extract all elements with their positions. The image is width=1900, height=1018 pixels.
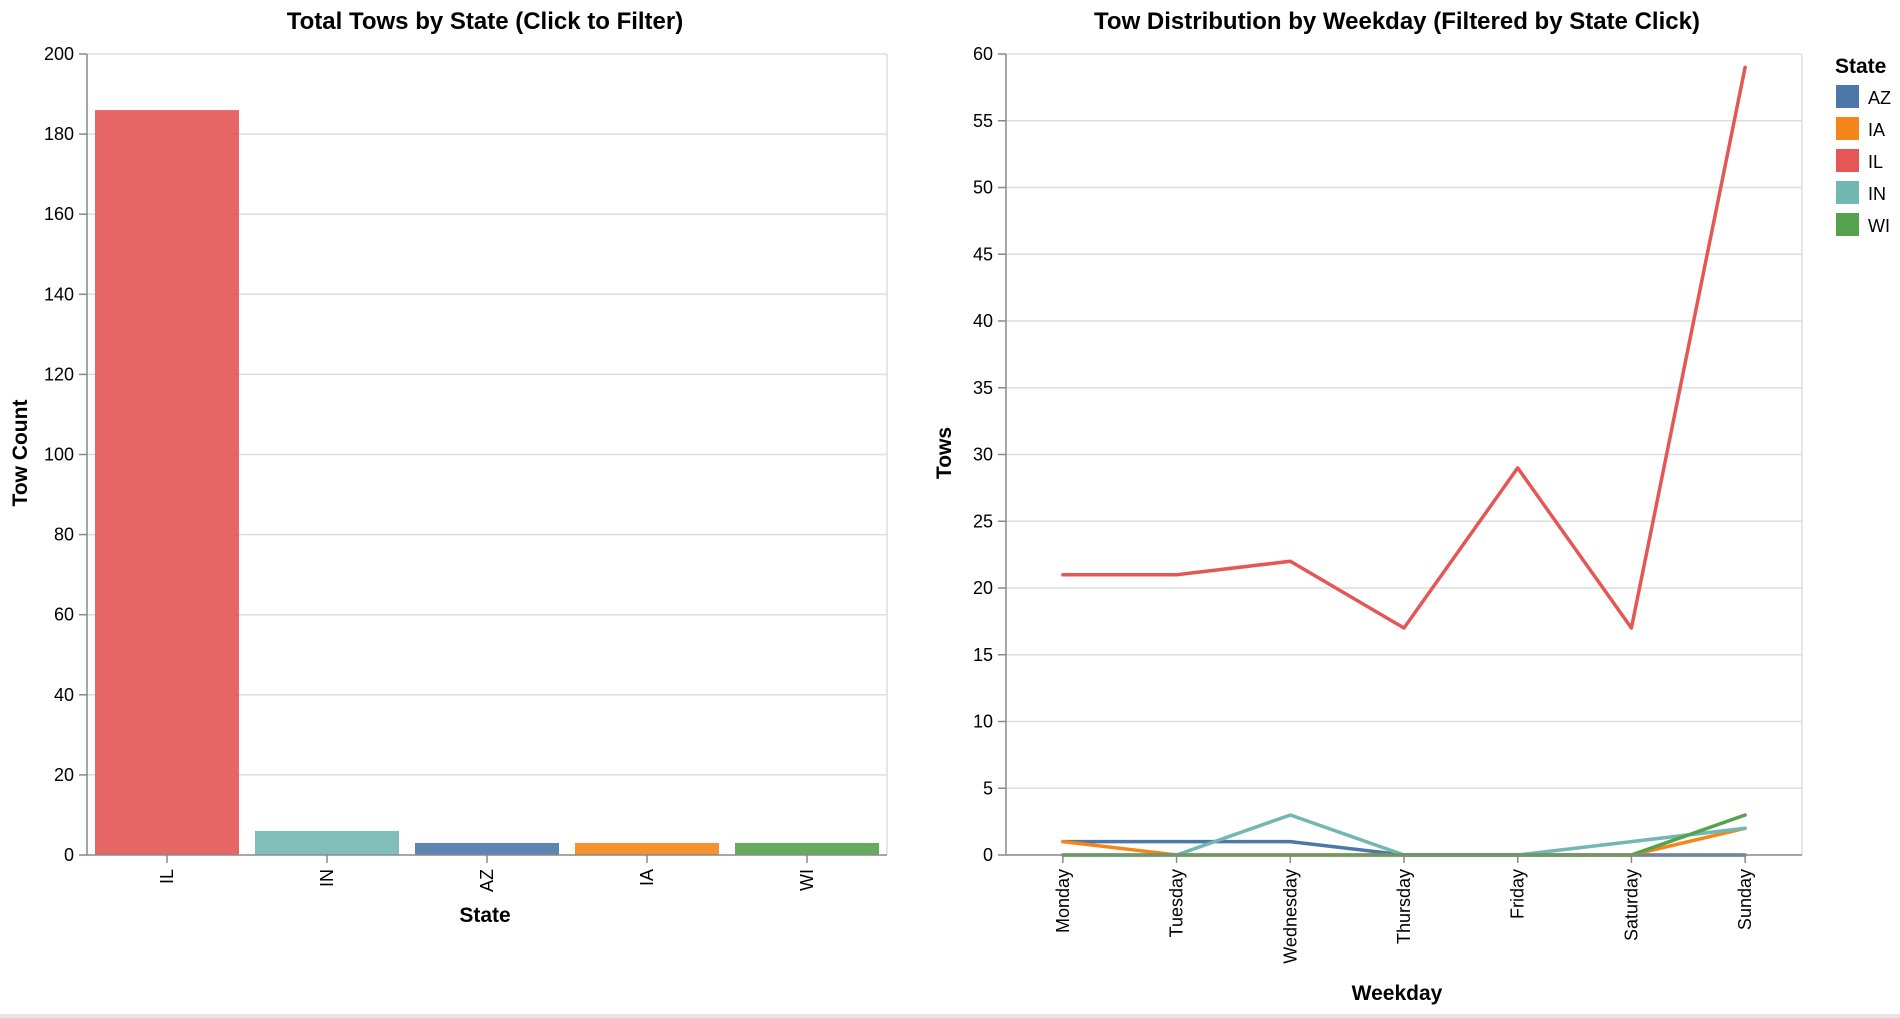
bar-y-tick-label: 0	[64, 845, 74, 865]
line-y-tick-label: 50	[973, 178, 993, 198]
bar-y-tick-label: 80	[54, 525, 74, 545]
bar-x-tick-label: IA	[637, 869, 657, 886]
bar-chart-y-axis: 0 20 40 60 80 100 120 140 160 180 200	[44, 44, 87, 865]
bar-y-tick-label: 160	[44, 204, 74, 224]
line-y-tick-label: 5	[983, 778, 993, 798]
line-x-tick-label: Wednesday	[1280, 869, 1300, 964]
legend-label: IN	[1868, 184, 1886, 204]
line-y-tick-label: 15	[973, 645, 993, 665]
line-x-tick-label: Sunday	[1735, 869, 1755, 930]
line-y-tick-label: 45	[973, 244, 993, 264]
line-chart-grid	[1006, 54, 1802, 855]
bar-il[interactable]	[95, 110, 239, 855]
line-y-tick-label: 35	[973, 378, 993, 398]
legend-title: State	[1835, 55, 1886, 78]
line-chart-series[interactable]	[1063, 67, 1745, 855]
line-chart-title: Tow Distribution by Weekday (Filtered by…	[1094, 8, 1700, 35]
line-y-tick-label: 25	[973, 511, 993, 531]
legend-item-in[interactable]: IN	[1836, 181, 1886, 204]
line-y-tick-label: 40	[973, 311, 993, 331]
line-chart-x-axis-title: Weekday	[1352, 982, 1443, 1005]
line-chart-y-axis: 0 5 10 15 20 25 30 35 40 45 50 55 60	[973, 44, 1006, 865]
line-y-tick-label: 10	[973, 712, 993, 732]
bar-chart-bars[interactable]	[95, 110, 879, 855]
bar-ia[interactable]	[575, 843, 719, 855]
line-x-tick-label: Tuesday	[1167, 869, 1187, 937]
bar-chart-x-axis: IL IN AZ IA WI	[87, 855, 887, 892]
series-line-il[interactable]	[1063, 67, 1745, 628]
bar-wi[interactable]	[735, 843, 879, 855]
bar-y-tick-label: 200	[44, 44, 74, 64]
bar-y-tick-label: 180	[44, 124, 74, 144]
legend-label: WI	[1868, 216, 1890, 236]
bar-az[interactable]	[415, 843, 559, 855]
bar-x-tick-label: WI	[797, 869, 817, 891]
legend-items[interactable]: AZ IA IL IN WI	[1836, 85, 1891, 236]
series-line-in[interactable]	[1063, 815, 1745, 855]
bottom-scrollbar-track	[0, 1014, 1900, 1018]
bar-y-tick-label: 60	[54, 605, 74, 625]
line-x-tick-label: Friday	[1508, 869, 1528, 919]
bar-chart-title: Total Tows by State (Click to Filter)	[287, 8, 683, 35]
bar-y-tick-label: 40	[54, 685, 74, 705]
legend-label: AZ	[1868, 88, 1891, 108]
bar-chart[interactable]: Total Tows by State (Click to Filter) 0 2…	[9, 8, 887, 927]
bar-chart-y-axis-title: Tow Count	[9, 400, 32, 507]
line-chart[interactable]: Tow Distribution by Weekday (Filtered by…	[933, 8, 1802, 1005]
line-chart-x-axis: Monday Tuesday Wednesday Thursday Friday Satu…	[1006, 855, 1802, 964]
legend-swatch	[1836, 149, 1859, 172]
bar-y-tick-label: 120	[44, 364, 74, 384]
bar-x-tick-label: AZ	[477, 869, 497, 892]
legend-swatch	[1836, 181, 1859, 204]
line-y-tick-label: 0	[983, 845, 993, 865]
line-y-tick-label: 30	[973, 445, 993, 465]
line-chart-y-axis-title: Tows	[933, 427, 956, 479]
legend-swatch	[1836, 213, 1859, 236]
bar-chart-x-axis-title: State	[459, 904, 510, 927]
line-x-tick-label: Saturday	[1621, 869, 1641, 941]
bar-x-tick-label: IL	[157, 869, 177, 884]
legend-item-ia[interactable]: IA	[1836, 117, 1885, 140]
line-y-tick-label: 55	[973, 111, 993, 131]
legend-item-wi[interactable]: WI	[1836, 213, 1890, 236]
bar-y-tick-label: 20	[54, 765, 74, 785]
series-line-wi[interactable]	[1063, 815, 1745, 855]
line-x-tick-label: Thursday	[1394, 869, 1414, 944]
bar-in[interactable]	[255, 831, 399, 855]
bar-y-tick-label: 100	[44, 445, 74, 465]
legend-label: IL	[1868, 152, 1883, 172]
bar-x-tick-label: IN	[317, 869, 337, 887]
legend-swatch	[1836, 85, 1859, 108]
legend-item-il[interactable]: IL	[1836, 149, 1883, 172]
legend-item-az[interactable]: AZ	[1836, 85, 1891, 108]
line-x-tick-label: Monday	[1053, 869, 1073, 933]
legend-swatch	[1836, 117, 1859, 140]
line-y-tick-label: 20	[973, 578, 993, 598]
legend-label: IA	[1868, 120, 1885, 140]
bar-y-tick-label: 140	[44, 284, 74, 304]
legend[interactable]: State AZ IA IL IN WI	[1835, 55, 1891, 236]
line-y-tick-label: 60	[973, 44, 993, 64]
